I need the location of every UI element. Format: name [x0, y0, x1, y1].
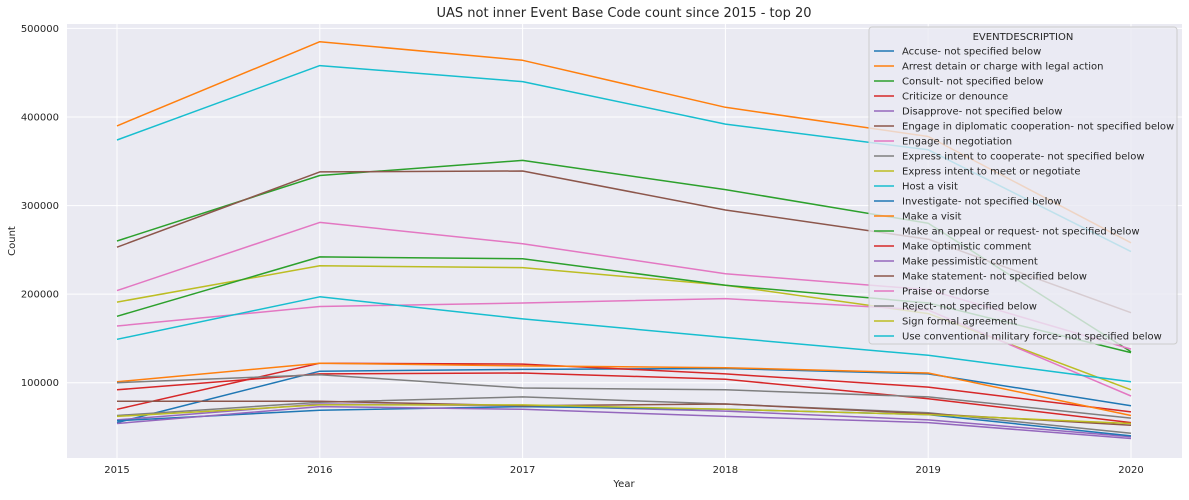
- x-tick-label: 2017: [510, 465, 535, 476]
- x-tick-label: 2015: [104, 465, 129, 476]
- legend-label: Make optimistic comment: [902, 242, 1031, 253]
- y-tick-label: 100000: [21, 378, 59, 389]
- x-tick-label: 2018: [713, 465, 738, 476]
- legend-label: Investigate- not specified below: [902, 197, 1062, 208]
- legend-label: Accuse- not specified below: [902, 47, 1041, 58]
- legend-label: Use conventional military force- not spe…: [902, 332, 1162, 343]
- legend-label: Express intent to cooperate- not specifi…: [902, 152, 1145, 163]
- y-tick-label: 300000: [21, 201, 59, 212]
- legend-box: [868, 26, 1178, 345]
- series-line: [116, 362, 1132, 417]
- y-tick-label: 200000: [21, 290, 59, 301]
- legend-label: Consult- not specified below: [902, 77, 1044, 88]
- y-axis-label: Count: [7, 226, 18, 256]
- legend-label: Engage in negotiation: [902, 137, 1012, 148]
- legend-label: Disapprove- not specified below: [902, 107, 1062, 118]
- legend-items: Accuse- not specified below Arrest detain…: [874, 47, 1174, 343]
- y-tick-label: 400000: [21, 113, 59, 124]
- legend-label: Criticize or denounce: [902, 92, 1008, 103]
- axis-ticks: 2015 2016 2017 2018 2019 2020 100000 200000 3000…: [21, 24, 1144, 476]
- legend-label: Sign formal agreement: [902, 317, 1017, 328]
- legend-label: Host a visit: [902, 182, 958, 193]
- y-tick-label: 500000: [21, 24, 59, 35]
- chart-title: UAS not inner Event Base Code count sinc…: [436, 6, 811, 21]
- series-line: [116, 404, 1132, 425]
- series-line: [116, 405, 1132, 437]
- legend-label: Make pessimistic comment: [902, 257, 1038, 268]
- legend-label: Express intent to meet or negotiate: [902, 167, 1080, 178]
- x-tick-label: 2020: [1118, 465, 1143, 476]
- legend-label: Make statement- not specified below: [902, 272, 1087, 283]
- x-axis-label: Year: [612, 479, 635, 490]
- legend-label: Arrest detain or charge with legal actio…: [902, 62, 1104, 73]
- legend: EVENTDESCRIPTION Accuse- not specified b…: [868, 26, 1178, 345]
- legend-label: Engage in diplomatic cooperation- not sp…: [902, 122, 1174, 133]
- series-line: [116, 373, 1132, 419]
- legend-label: Make a visit: [902, 212, 962, 223]
- series-line: [116, 296, 1132, 383]
- x-tick-label: 2016: [307, 465, 332, 476]
- legend-label: Make an appeal or request- not specified…: [902, 227, 1140, 238]
- series-line: [116, 362, 1132, 413]
- legend-label: Praise or endorse: [902, 287, 989, 298]
- x-tick-label: 2019: [915, 465, 940, 476]
- series-line: [116, 405, 1132, 440]
- legend-label: Reject- not specified below: [902, 302, 1037, 313]
- legend-title: EVENTDESCRIPTION: [973, 32, 1074, 43]
